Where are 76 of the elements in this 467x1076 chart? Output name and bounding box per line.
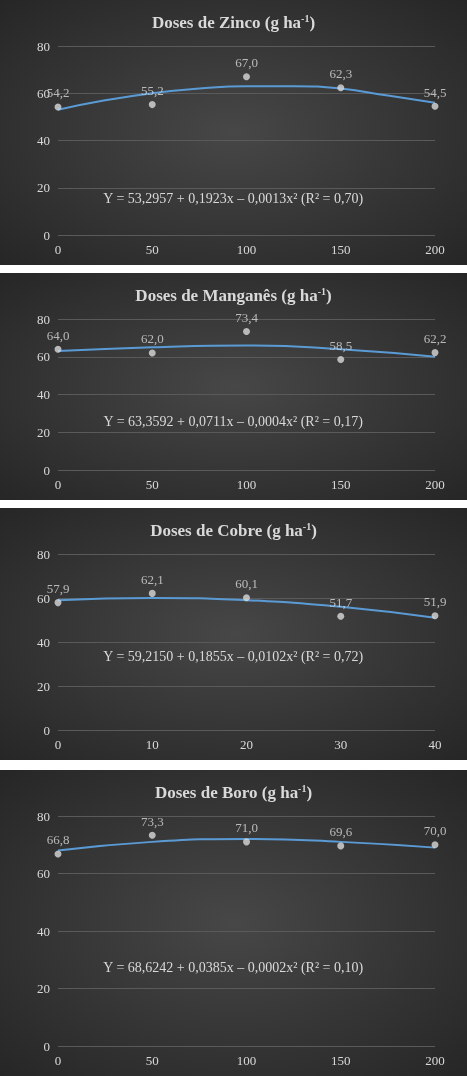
data-label: 54,5 (423, 84, 447, 100)
x-tick-label: 0 (54, 737, 62, 752)
point (54, 345, 62, 353)
y-tick-label: 40 (37, 133, 50, 148)
data-label: 62,0 (140, 331, 164, 347)
data-label: 64,0 (46, 327, 70, 343)
point (243, 594, 250, 602)
data-label: 51,7 (329, 594, 353, 610)
annotation: Y = 68,6242 + 0,0385x – 0,0002x² (R² = 0,10) (103, 959, 364, 976)
point (148, 831, 156, 839)
annotation: Y = 59,2150 + 0,1855x – 0,0102x² (R² = 0,72) (103, 648, 364, 665)
y-tick-label: 20 (37, 981, 50, 996)
x-tick-label: 100 (236, 1053, 257, 1068)
x-tick-label: 40 (428, 737, 442, 752)
y-tick-label: 40 (37, 923, 50, 939)
point (431, 841, 439, 849)
point (337, 842, 345, 850)
point (54, 599, 62, 607)
data-label: 73,4 (235, 309, 259, 325)
x-tick-label: 30 (334, 737, 348, 752)
data-label: 66,8 (46, 832, 70, 848)
x-tick-label: 0 (54, 242, 62, 257)
y-tick-label: 20 (37, 424, 50, 440)
y-tick-label: 0 (43, 722, 50, 738)
point (148, 589, 156, 597)
data-label: 67,0 (235, 55, 258, 71)
data-label: 62,2 (423, 331, 447, 347)
y-tick-label: 60 (37, 349, 50, 365)
y-tick-label: 40 (37, 387, 50, 402)
point (243, 838, 250, 846)
y-tick-label: 20 (37, 678, 50, 694)
point (148, 349, 156, 357)
x-tick-label: 150 (331, 242, 351, 257)
x-tick-label: 150 (331, 477, 351, 492)
y-tick-label: 60 (37, 866, 50, 881)
annotation: Y = 53,2957 + 0,1923x – 0,0013x² (R² = 0,70) (103, 190, 364, 207)
point (431, 349, 439, 357)
x-tick-label: 100 (236, 477, 257, 492)
point (243, 327, 250, 335)
point (431, 612, 439, 620)
y-tick-label: 80 (37, 808, 50, 824)
x-tick-label: 0 (54, 1053, 62, 1068)
data-label: 73,3 (140, 813, 164, 829)
x-tick-label: 100 (236, 242, 257, 257)
data-label: 71,0 (235, 820, 258, 836)
x-tick-label: 50 (145, 242, 159, 257)
x-tick-label: 150 (331, 1053, 351, 1068)
x-tick-label: 10 (145, 737, 159, 752)
data-label: 62,3 (329, 66, 353, 82)
y-tick-label: 0 (43, 462, 50, 478)
y-tick-label: 0 (43, 1038, 50, 1054)
data-label: 70,0 (423, 823, 447, 839)
point (431, 102, 439, 110)
x-tick-label: 0 (54, 477, 62, 492)
x-tick-label: 50 (145, 477, 159, 492)
point (337, 612, 345, 620)
y-tick-label: 40 (37, 634, 50, 650)
x-tick-label: 50 (145, 1053, 159, 1068)
x-tick-label: 200 (425, 242, 445, 257)
point (243, 73, 250, 81)
point (337, 84, 345, 92)
point (148, 101, 156, 109)
y-tick-label: 0 (43, 227, 50, 243)
y-tick-label: 80 (37, 546, 50, 562)
data-label: 69,6 (329, 824, 353, 840)
y-tick-label: 80 (37, 311, 50, 327)
y-tick-label: 20 (37, 180, 50, 196)
x-tick-label: 200 (425, 1053, 445, 1068)
annotation: Y = 63,3592 + 0,0711x – 0,0004x² (R² = 0,17) (103, 413, 364, 430)
x-tick-label: 20 (240, 737, 253, 752)
point (337, 356, 345, 364)
data-label: 62,1 (140, 571, 164, 587)
y-tick-label: 80 (37, 38, 50, 54)
x-tick-label: 200 (425, 477, 445, 492)
data-label: 51,9 (423, 594, 447, 610)
data-label: 60,1 (235, 576, 258, 592)
